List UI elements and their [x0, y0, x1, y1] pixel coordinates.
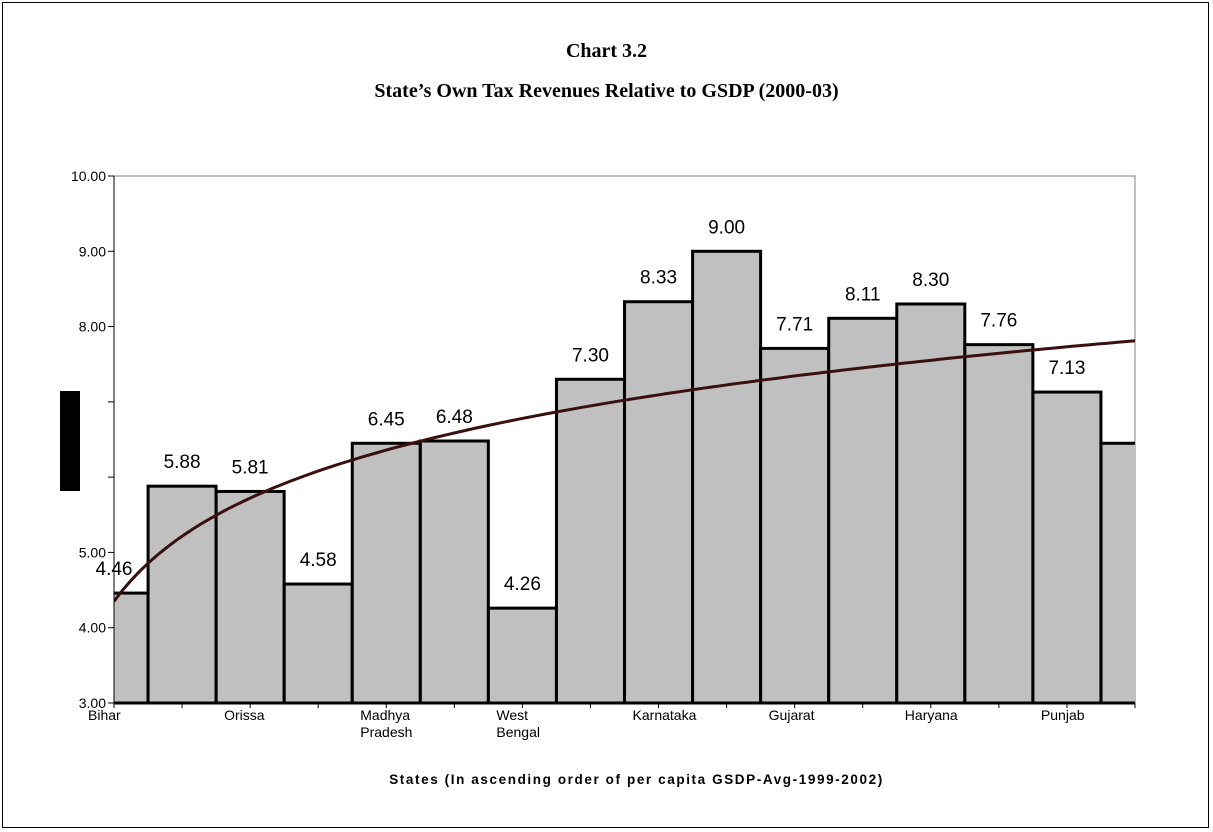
data-label: 7.76 [980, 311, 1017, 332]
data-label: 8.30 [912, 270, 949, 291]
x-axis-title: States (In ascending order of per capita… [389, 772, 884, 787]
bar-6 [486, 606, 558, 705]
data-label: 7.30 [572, 345, 609, 366]
bar-7 [554, 377, 626, 705]
data-label: 7.71 [776, 314, 813, 335]
bar-13 [963, 343, 1035, 705]
x-category-label: West [496, 707, 528, 723]
bar-10 [759, 346, 831, 705]
chart-title: Chart 3.2 [565, 40, 648, 62]
x-category-label: Orissa [224, 707, 265, 723]
x-category-label: Madhya [360, 707, 410, 723]
x-category-label: Bengal [496, 724, 540, 740]
data-label: 7.13 [1048, 358, 1085, 379]
y-tick-label: 9.00 [79, 243, 106, 259]
data-label: 6.48 [436, 407, 473, 428]
redaction-block [60, 391, 80, 491]
x-category-label: Gujarat [769, 707, 815, 723]
bar-14 [1031, 390, 1103, 705]
bar-3 [282, 582, 354, 705]
bars-group [114, 249, 1135, 705]
y-tick-label: 10.00 [71, 168, 106, 184]
y-tick-label: 4.00 [79, 620, 106, 636]
data-label: 4.46 [96, 559, 133, 580]
data-label: 5.88 [164, 452, 201, 473]
data-label: 8.11 [845, 284, 881, 305]
x-category-label: Punjab [1041, 707, 1085, 723]
trendline [114, 339, 1135, 603]
bar-2 [214, 489, 286, 705]
chart-subtitle: State’s Own Tax Revenues Relative to GSD… [374, 80, 839, 102]
x-category-label: Karnataka [633, 707, 697, 723]
bar-9 [691, 249, 763, 705]
bar-1 [146, 484, 218, 705]
data-label: 5.81 [232, 457, 269, 478]
bar-8 [623, 300, 695, 705]
x-category-label: Bihar [88, 707, 121, 723]
y-tick-label: 5.00 [79, 544, 106, 560]
data-label: 8.33 [640, 268, 677, 289]
data-label: 9.00 [708, 217, 745, 238]
data-label: 6.45 [368, 409, 405, 430]
x-category-label: Haryana [905, 707, 958, 723]
bar-5 [418, 439, 490, 705]
bar-11 [827, 316, 899, 705]
data-label: 4.58 [300, 550, 337, 571]
y-tick-label: 8.00 [79, 319, 106, 335]
data-label: 4.26 [504, 574, 541, 595]
y-tick-label: 3.00 [79, 695, 106, 711]
bar-15 [1099, 441, 1135, 705]
x-category-label: Pradesh [360, 724, 412, 740]
bar-4 [350, 441, 422, 705]
